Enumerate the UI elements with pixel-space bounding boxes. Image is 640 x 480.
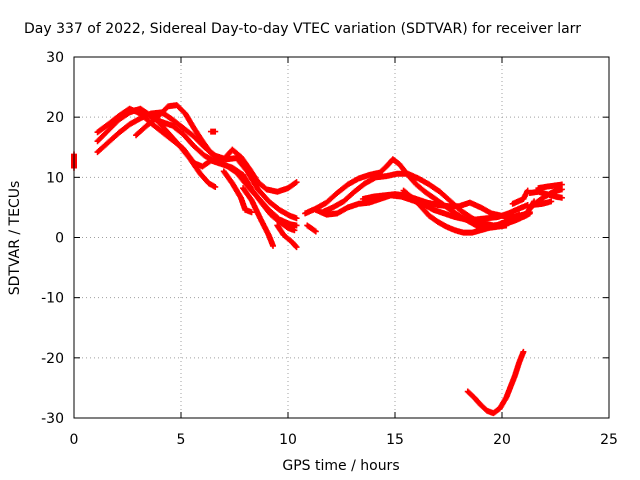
y-axis-title: SDTVAR / TECUs — [7, 181, 23, 296]
y-tick-label: 10 — [46, 170, 64, 186]
series-track-v — [464, 348, 527, 417]
marker-track — [400, 187, 510, 236]
series-track-j — [304, 222, 319, 235]
marker-track — [240, 185, 277, 249]
marker-track — [207, 128, 219, 135]
series-track-s — [535, 181, 565, 192]
axis-ticks: 0 5 10 15 20 25 -30 -20 -10 0 10 20 30 — [41, 50, 618, 448]
y-tick-label: 30 — [46, 50, 64, 66]
series-track-e — [111, 106, 219, 190]
y-tick-label: -30 — [41, 411, 64, 427]
y-tick-label: -10 — [41, 291, 64, 307]
series-track-n — [359, 191, 533, 221]
marker-track — [220, 168, 255, 216]
series-track-i — [274, 222, 300, 251]
x-tick-label: 10 — [279, 432, 297, 448]
x-axis-title: GPS time / hours — [282, 458, 399, 474]
marker-track — [535, 181, 565, 192]
series-track-m — [319, 170, 533, 229]
series-track-r — [526, 188, 565, 201]
x-tick-label: 0 — [70, 432, 79, 448]
y-tick-label: 20 — [46, 110, 64, 126]
series-track-u — [509, 187, 531, 207]
marker-track — [304, 222, 319, 235]
grid-lines — [74, 57, 609, 418]
marker-track — [528, 198, 555, 209]
marker-track — [319, 170, 533, 229]
x-tick-label: 20 — [493, 432, 511, 448]
series-track-t — [528, 198, 555, 209]
marker-track — [509, 187, 531, 207]
chart-title: Day 337 of 2022, Sidereal Day-to-day VTE… — [24, 21, 581, 37]
data-points — [71, 102, 565, 417]
y-tick-label: 0 — [55, 231, 64, 247]
marker-track — [526, 188, 565, 201]
x-tick-label: 15 — [386, 432, 404, 448]
marker-track — [274, 222, 300, 251]
y-tick-label: -20 — [41, 351, 64, 367]
marker-track — [133, 102, 300, 195]
marker-track — [464, 348, 527, 417]
series-track-d — [133, 102, 300, 195]
series-track-f — [207, 128, 219, 135]
series-track-h — [240, 185, 277, 249]
plot-frame — [73, 56, 610, 419]
x-tick-label: 5 — [177, 432, 186, 448]
series-track-g — [220, 168, 255, 216]
marker-track — [111, 106, 219, 190]
series-track-o — [400, 187, 510, 236]
x-tick-label: 25 — [600, 432, 618, 448]
marker-track — [359, 191, 533, 221]
